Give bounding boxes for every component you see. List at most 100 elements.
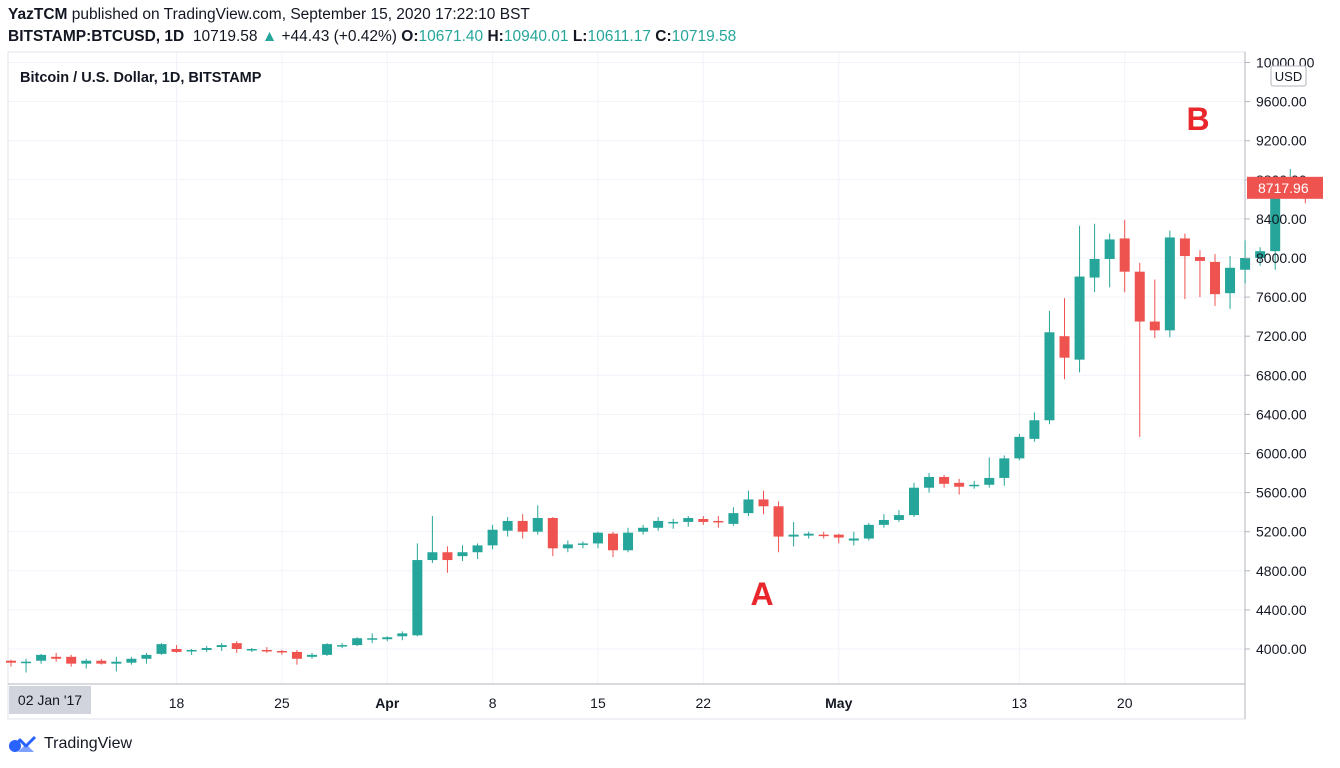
candle-body [457, 552, 468, 557]
price-tick-label: 9200.00 [1256, 133, 1307, 149]
candle [1179, 233, 1190, 300]
time-tick-label: 13 [1012, 695, 1028, 711]
candle-body [562, 544, 573, 549]
candle [1164, 230, 1175, 338]
candle-body [788, 534, 799, 537]
candle [653, 517, 664, 531]
candle [577, 541, 588, 549]
candle [21, 658, 32, 673]
candle-body [893, 515, 904, 520]
candle-body [1044, 332, 1055, 421]
candle [352, 637, 363, 647]
candle [412, 543, 423, 637]
candle [758, 490, 769, 515]
candle-body [141, 654, 152, 659]
close-value: 10719.58 [671, 28, 737, 45]
candle-body [66, 656, 77, 664]
price-tick-label: 4800.00 [1256, 563, 1307, 579]
currency-badge[interactable] [1270, 65, 1307, 87]
candle [201, 646, 212, 652]
candle [1044, 310, 1055, 425]
candle-body [713, 520, 724, 523]
candle-body [1014, 436, 1025, 459]
candle [969, 480, 980, 489]
tradingview-logo-icon [9, 735, 37, 752]
candle [66, 654, 77, 667]
candle [818, 531, 829, 539]
price-tick-label: 7600.00 [1256, 289, 1307, 305]
candle-body [81, 660, 92, 664]
candle [337, 643, 348, 649]
price-tick-label: 4400.00 [1256, 602, 1307, 618]
candle [728, 507, 739, 526]
last-price-tag [1247, 176, 1323, 199]
time-tick-label: 8 [489, 695, 497, 711]
price-tick-label: 7200.00 [1256, 328, 1307, 344]
candle [1029, 412, 1040, 442]
candle [367, 633, 378, 644]
candle-body [231, 643, 242, 649]
candles [6, 169, 1311, 673]
high-label: H: [487, 28, 504, 45]
candle-body [412, 560, 423, 636]
candle-body [1149, 321, 1160, 331]
candle [382, 636, 393, 642]
candle-body [442, 552, 453, 561]
candle [1074, 225, 1085, 373]
candle-body [111, 661, 122, 664]
candle-body [683, 518, 694, 522]
candle-body [577, 543, 588, 545]
candle-body [502, 520, 513, 531]
candle-body [773, 506, 784, 537]
candle-body [186, 649, 197, 652]
candle-body [291, 651, 302, 659]
candle [1255, 247, 1266, 266]
candle [291, 649, 302, 665]
candle-body [307, 654, 317, 657]
candle [1119, 219, 1130, 293]
candle-body [999, 458, 1010, 478]
candle-body [878, 519, 889, 525]
open-value: 10671.40 [418, 28, 484, 45]
time-axis: 02 Jan '17 18 25 Apr 8 15 22 May 13 20 [9, 686, 1133, 714]
candle [156, 643, 167, 655]
candle-body [322, 644, 333, 655]
candle-body [1029, 420, 1040, 439]
candle-body [1255, 251, 1266, 258]
candle [1240, 240, 1251, 284]
annotation-a: A [750, 576, 773, 612]
low-value: 10611.17 [587, 28, 651, 45]
candle-body [1089, 258, 1100, 278]
candle-body [1194, 257, 1205, 261]
candle [924, 473, 935, 493]
candle-body [472, 545, 483, 553]
time-tick-label: 22 [696, 695, 712, 711]
candle-body [51, 656, 62, 659]
candle-body [261, 649, 272, 652]
candle [1225, 256, 1236, 309]
candle [954, 478, 965, 495]
candle [1149, 279, 1160, 339]
candle-body [758, 499, 769, 507]
candle-body [126, 658, 137, 663]
candle-body [487, 529, 498, 546]
price-tick-label: 6800.00 [1256, 367, 1307, 383]
candle-body [337, 645, 348, 647]
candle-body [171, 649, 182, 652]
up-arrow-icon: ▲ [261, 28, 278, 45]
candle-body [532, 518, 543, 532]
candle-body [969, 484, 980, 487]
candle-body [698, 518, 709, 522]
low-label: L: [572, 28, 588, 45]
candle-body [623, 532, 634, 551]
candle-body [276, 650, 287, 653]
publisher-name[interactable]: YazTCM [8, 6, 68, 23]
candle-body [397, 633, 408, 637]
tradingview-logo[interactable]: TradingView [8, 734, 132, 754]
time-tick-label: 15 [590, 695, 606, 711]
candle [261, 647, 272, 653]
symbol-label: BITSTAMP:BTCUSD, 1D [8, 28, 185, 45]
candle-body [653, 520, 664, 528]
time-tick-label: 25 [274, 695, 290, 711]
